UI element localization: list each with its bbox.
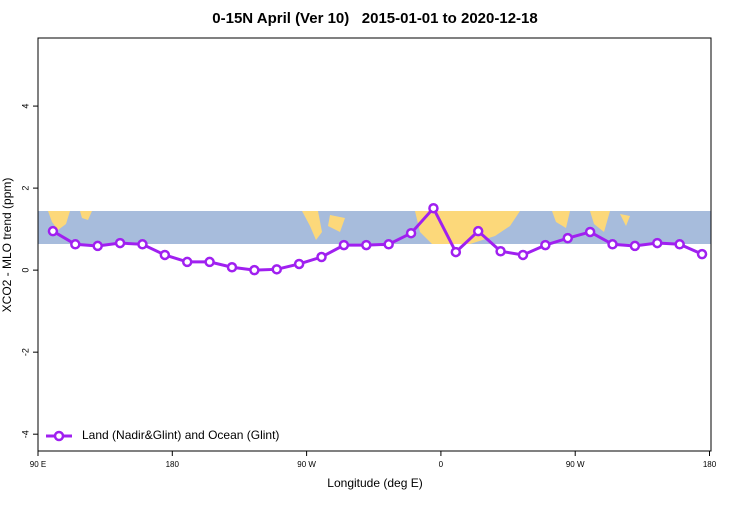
point (428, 202, 439, 214)
point (696, 248, 708, 260)
point (137, 239, 148, 250)
map-band (38, 211, 711, 244)
y-tick-label: -4 (20, 430, 30, 438)
x-tick-label: 180 (703, 460, 717, 469)
y-tick-label: 0 (20, 268, 30, 273)
point (361, 239, 372, 251)
plot-frame (37, 37, 712, 452)
point (249, 264, 260, 276)
point (47, 225, 59, 237)
y-axis-label: XCO2 - MLO trend (ppm) (0, 178, 14, 313)
point (562, 232, 573, 244)
x-axis-label: Longitude (deg E) (327, 476, 422, 490)
legend: Land (Nadir&Glint) and Ocean (Glint) (46, 428, 279, 442)
point (584, 226, 596, 238)
y-tick-label: -2 (20, 348, 30, 356)
point (450, 246, 462, 258)
ocean-band (38, 211, 711, 244)
legend-label: Land (Nadir&Glint) and Ocean (Glint) (82, 428, 279, 442)
point (607, 239, 618, 250)
x-tick-label: 180 (166, 460, 180, 469)
point (92, 240, 103, 252)
point (674, 239, 685, 250)
point (472, 225, 484, 237)
y-tick-label: 2 (20, 186, 30, 191)
x-tick-label: 90 W (297, 460, 316, 469)
point (159, 249, 171, 261)
point (383, 239, 394, 250)
point (652, 237, 663, 249)
point (540, 239, 551, 251)
y-tick-label: 4 (20, 104, 30, 109)
point (293, 258, 305, 270)
point (181, 256, 193, 268)
x-tick-label: 0 (439, 460, 444, 469)
point (226, 262, 238, 273)
chart-title: 0-15N April (Ver 10) 2015-01-01 to 2020-… (212, 10, 537, 27)
point (204, 256, 215, 268)
x-tick-label: 90 E (30, 460, 46, 469)
point (405, 227, 417, 239)
point (338, 239, 350, 251)
x-tick-label: 90 W (566, 460, 585, 469)
point (517, 249, 529, 261)
point (114, 237, 126, 249)
point (70, 239, 81, 250)
point (271, 264, 283, 275)
legend-marker (53, 430, 65, 442)
point (316, 251, 327, 263)
point (495, 246, 506, 257)
point (629, 240, 641, 252)
